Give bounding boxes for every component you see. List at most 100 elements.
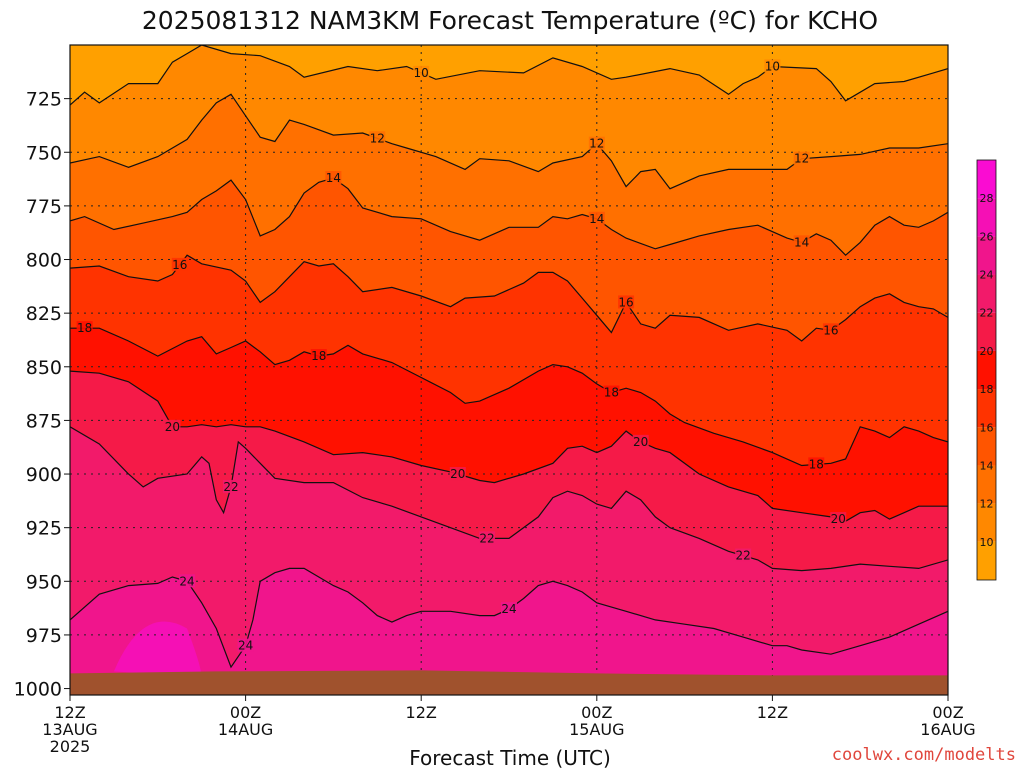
contour-label-14: 14: [589, 212, 604, 226]
y-tick-label: 800: [26, 250, 62, 272]
ground-fill: [70, 670, 948, 695]
temperature-color-fills: [70, 45, 948, 695]
plot-frame: [69, 44, 949, 696]
contour-label-18: 18: [809, 457, 824, 471]
contour-label-bg: [735, 548, 752, 562]
x-tick-label: 12Z: [757, 703, 788, 722]
x-tick-label: 00Z: [932, 703, 963, 722]
contour-label-bg: [501, 602, 517, 616]
x-tick-label: 12Z: [406, 703, 437, 722]
contour-label-bg: [588, 211, 605, 225]
colorbar-swatch: [977, 427, 996, 466]
x-tick-label: 15AUG: [569, 720, 624, 739]
contour-label-10: 10: [414, 66, 429, 80]
contour-label-10: 10: [765, 59, 780, 73]
contour-label-18: 18: [311, 349, 326, 363]
contour-label-12: 12: [370, 131, 385, 145]
y-tick-label: 850: [26, 357, 62, 379]
contour-label-bg: [179, 574, 196, 588]
chart-title: 2025081312 NAM3KM Forecast Temperature (…: [142, 6, 878, 35]
contour-label-22: 22: [479, 531, 494, 545]
colorbar-swatch: [977, 541, 996, 580]
contour-18: [70, 327, 948, 467]
contour-label-22: 22: [223, 480, 238, 494]
contour-label-20: 20: [831, 512, 846, 526]
y-tick-label: 900: [26, 464, 62, 486]
colorbar: 10 12 14 16 18 20 22 24 26 28: [976, 159, 997, 581]
contour-label-16: 16: [823, 323, 838, 337]
colorbar-label: 22: [980, 307, 994, 320]
colorbar-swatch: [977, 312, 996, 351]
colorbar-label: 28: [980, 192, 994, 205]
contour-label-bg: [588, 136, 605, 150]
y-tick-label: 925: [26, 518, 62, 540]
contour-label-20: 20: [450, 467, 465, 481]
colorbar-swatch: [977, 236, 996, 275]
colorbar-label: 10: [980, 536, 994, 549]
y-tick-label: 825: [26, 303, 62, 325]
colorbar-label: 20: [980, 345, 994, 358]
colorbar-swatch: [977, 465, 996, 504]
colorbar-swatch: [977, 160, 996, 199]
contour-10: [70, 45, 948, 106]
y-tick-label: 775: [26, 196, 62, 218]
colorbar-swatch: [977, 274, 996, 313]
contour-label-24: 24: [179, 574, 194, 588]
y-tick-label: 950: [26, 571, 62, 593]
contour-label-bg: [822, 323, 839, 337]
contour-label-20: 20: [165, 420, 180, 434]
contour-label-24: 24: [238, 639, 253, 653]
x-tick-label: 16AUG: [920, 720, 975, 739]
colorbar-swatch: [977, 503, 996, 542]
contour-label-24: 24: [501, 602, 516, 616]
contour-label-bg: [222, 479, 239, 493]
x-tick-label: 13AUG: [42, 720, 97, 739]
contour-label-bg: [603, 385, 620, 399]
contour-label-bg: [237, 638, 254, 652]
contour-label-18: 18: [77, 321, 92, 335]
terrain-ground: [70, 670, 948, 695]
contour-label-bg: [830, 512, 847, 526]
contour-24: [70, 567, 948, 669]
contour-label-16: 16: [618, 295, 633, 309]
band-above-26: [113, 621, 202, 678]
contour-label-bg: [793, 151, 810, 165]
contour-label-bg: [449, 467, 466, 481]
colorbar-swatch: [977, 198, 996, 237]
credit-text: coolwx.com/modelts: [832, 745, 1016, 765]
y-tick-label: 875: [26, 410, 62, 432]
contour-label-16: 16: [172, 258, 187, 272]
y-axis: 725 750 775 800 825 850 875 900 925 950 975 1000: [14, 89, 70, 701]
contour-label-bg: [369, 131, 386, 145]
contour-label-bg: [479, 531, 496, 545]
contour-label-bg: [164, 419, 181, 433]
contour-label-14: 14: [794, 235, 809, 249]
contour-label-bg: [808, 457, 825, 471]
x-tick-label: 2025: [50, 737, 91, 756]
contour-label-bg: [325, 171, 342, 185]
contour-label-18: 18: [604, 386, 619, 400]
contour-label-bg: [310, 349, 327, 363]
contour-label-bg: [413, 65, 430, 79]
x-tick-label: 00Z: [581, 703, 612, 722]
contour-label-22: 22: [735, 549, 750, 563]
colorbar-label: 18: [980, 383, 994, 396]
y-tick-label: 750: [26, 142, 62, 164]
x-tick-label: 14AUG: [218, 720, 273, 739]
contour-labels: 10 10 12 12 12 14 14 14 16 16 16 18 18 18 18 20 20 20 20 22…: [76, 59, 847, 653]
contour-label-20: 20: [633, 435, 648, 449]
contour-label-bg: [76, 321, 93, 335]
colorbar-label: 12: [980, 498, 994, 511]
x-tick-label: 12Z: [54, 703, 85, 722]
band-above-24: [70, 568, 948, 695]
contour-12: [70, 93, 948, 190]
contour-label-bg: [618, 295, 635, 309]
contour-label-bg: [793, 235, 810, 249]
contour-label-12: 12: [794, 152, 809, 166]
contour-14: [70, 177, 948, 257]
contour-label-bg: [764, 59, 781, 73]
contour-label-14: 14: [326, 171, 341, 185]
x-tick-label: 00Z: [230, 703, 261, 722]
y-tick-label: 1000: [14, 679, 62, 701]
